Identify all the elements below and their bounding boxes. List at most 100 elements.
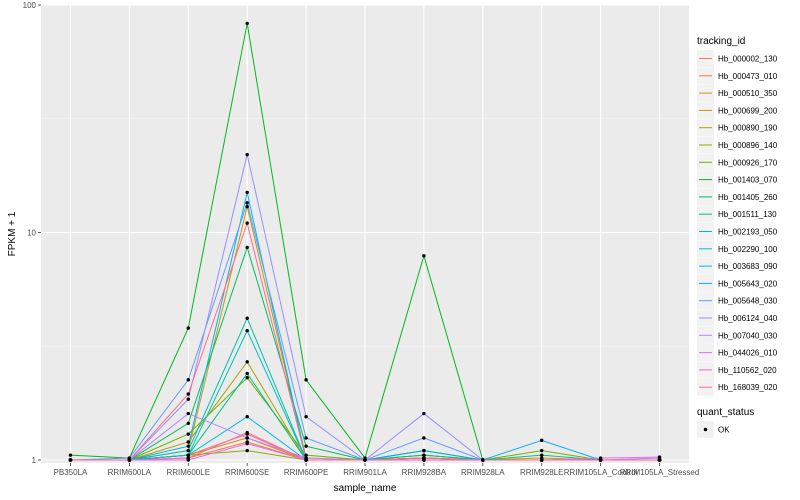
data-point [363, 458, 367, 462]
legend-label: Hb_044026_010 [718, 349, 778, 358]
legend-item: Hb_001511_130 [697, 205, 777, 223]
legend-label: Hb_001403_070 [718, 176, 778, 185]
legend-item: Hb_168039_020 [697, 378, 778, 396]
data-point [540, 448, 544, 453]
x-axis-title: sample_name [334, 483, 397, 494]
x-tick-label: RRIM600SE [225, 468, 269, 477]
x-tick-label: RRIM105LA_Stressed [620, 468, 700, 477]
data-point [245, 221, 249, 225]
data-point [245, 441, 249, 446]
data-point [186, 411, 190, 416]
legend-item: Hb_007040_030 [697, 326, 778, 344]
legend-item: Hb_005643_020 [697, 274, 778, 292]
legend-label: Hb_168039_020 [718, 383, 778, 392]
data-point [245, 316, 249, 320]
data-point [186, 392, 190, 396]
data-point [304, 453, 308, 457]
data-point [186, 448, 190, 453]
legend-label: Hb_110562_020 [718, 366, 777, 375]
legend-label: Hb_007040_030 [718, 331, 778, 340]
data-point [186, 453, 190, 457]
data-point [304, 414, 308, 419]
data-point [245, 329, 249, 333]
data-point [422, 254, 426, 258]
x-tick-label: RRIM105LA_Control [564, 468, 638, 477]
legend: tracking_id Hb_000002_130Hb_000473_010Hb… [697, 36, 778, 438]
legend-item: Hb_002290_100 [697, 240, 778, 258]
data-point [304, 378, 308, 382]
y-tick-label: 1 [32, 456, 37, 465]
data-point [540, 453, 544, 457]
legend-label: Hb_006124_040 [718, 314, 778, 323]
data-point [186, 378, 190, 382]
data-point [422, 448, 426, 453]
legend-label: Hb_000926_170 [718, 158, 778, 167]
data-point [245, 21, 249, 26]
legend-item: Hb_110562_020 [697, 361, 777, 379]
legend-item: Hb_000890_190 [697, 119, 778, 137]
x-tick-label: RRIM928BA [402, 468, 447, 477]
data-point [245, 201, 249, 205]
legend-item: Hb_000002_130 [697, 50, 778, 67]
data-point [186, 456, 190, 460]
x-tick-label: RRIM928LA [461, 468, 505, 477]
y-axis: 1 10 100 [23, 1, 41, 465]
data-point [245, 414, 249, 419]
data-point [540, 458, 544, 462]
data-point [245, 245, 249, 250]
data-point [245, 430, 249, 435]
legend-item: Hb_000510_350 [697, 84, 778, 102]
data-point [186, 440, 190, 444]
data-point [245, 371, 249, 376]
legend-item: Hb_005648_030 [697, 292, 778, 310]
data-point [186, 421, 190, 425]
legend-label: Hb_000896_140 [718, 141, 778, 150]
legend-label: Hb_002290_100 [718, 245, 778, 254]
data-point [304, 436, 308, 440]
legend-item: Hb_044026_010 [697, 344, 778, 362]
legend-items: Hb_000002_130 Hb_000473_010 Hb_000510_350 H… [697, 50, 778, 396]
legend-label: Hb_005648_030 [718, 297, 778, 306]
legend-item: Hb_000699_200 [697, 101, 778, 119]
legend-shape-title: quant_status [697, 407, 754, 418]
y-tick-label: 100 [23, 1, 37, 10]
data-point [481, 458, 485, 462]
data-point [422, 456, 426, 460]
legend-item: Hb_000926_170 [697, 153, 778, 171]
legend-shape-marker [703, 427, 708, 432]
data-point [127, 458, 132, 462]
legend-item: Hb_001405_260 [697, 188, 778, 206]
legend-item: Hb_006124_040 [697, 309, 778, 327]
legend-label: Hb_001405_260 [718, 193, 778, 202]
legend-label: Hb_005643_020 [718, 279, 778, 288]
legend-label: Hb_000473_010 [718, 72, 778, 81]
x-tick-label: RRIM600PE [284, 468, 328, 477]
y-tick-label: 10 [27, 228, 36, 237]
data-point [245, 204, 249, 209]
x-tick-label: RRIM600LE [166, 468, 210, 477]
legend-label: Hb_000510_350 [718, 89, 778, 98]
legend-item: Hb_000473_010 [697, 67, 778, 85]
data-point [186, 444, 190, 448]
data-point [598, 458, 603, 462]
data-point [540, 438, 544, 443]
data-point [422, 411, 426, 416]
data-point [304, 458, 308, 462]
legend-shape-label: OK [718, 426, 730, 435]
data-point [186, 326, 190, 330]
legend-label: Hb_000890_190 [718, 124, 778, 133]
x-tick-label: RRIM600LA [108, 468, 152, 477]
x-tick-label: RRIM901LA [343, 468, 387, 477]
legend-title: tracking_id [697, 36, 745, 47]
data-point [186, 397, 190, 401]
data-point [657, 458, 662, 462]
legend-item: Hb_003683_090 [697, 257, 778, 275]
gridlines [41, 4, 689, 463]
data-point [68, 458, 73, 462]
data-point [245, 360, 249, 364]
data-points [68, 21, 662, 462]
data-point [245, 436, 249, 440]
legend-item: Hb_001403_070 [697, 171, 778, 189]
legend-label: Hb_003683_090 [718, 262, 778, 271]
